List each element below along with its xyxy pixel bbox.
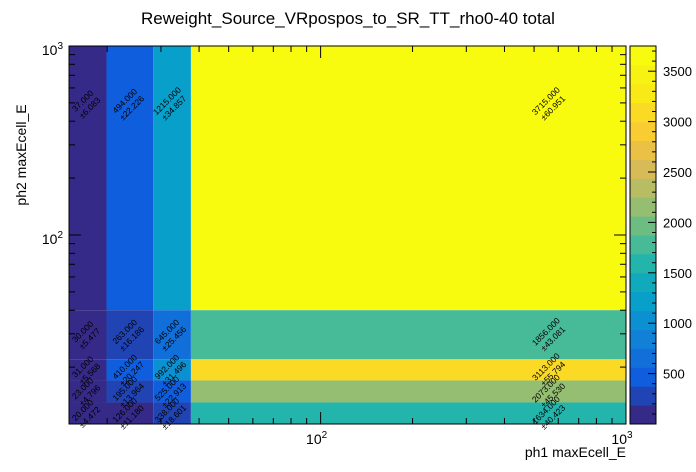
heatmap-cell xyxy=(190,359,627,381)
colorbar-band xyxy=(630,159,656,179)
y-tick-label-exponent: 2 xyxy=(57,230,63,241)
x-tick-label-base: 10 xyxy=(306,431,322,447)
heatmap-cells xyxy=(69,46,627,424)
colorbar-band xyxy=(630,46,656,66)
y-tick-label-base: 10 xyxy=(42,42,58,58)
x-tick-label: 102 xyxy=(306,430,328,447)
heatmap-cell xyxy=(69,359,107,381)
y-tick-label: 102 xyxy=(42,230,64,247)
colorbar-band xyxy=(630,348,656,368)
colorbar-tick-label: 3000 xyxy=(663,115,692,130)
heatmap-cell xyxy=(106,359,154,381)
x-tick-label-exponent: 3 xyxy=(627,430,633,441)
colorbar-band xyxy=(630,178,656,198)
colorbar-tick-label: 1500 xyxy=(663,266,692,281)
heatmap-cell xyxy=(153,359,191,381)
heatmap-cell xyxy=(69,310,107,360)
x-tick-label-base: 10 xyxy=(611,431,627,447)
colorbar-frame xyxy=(629,45,657,425)
heatmap-cell xyxy=(69,402,107,424)
heatmap-cell xyxy=(106,402,154,424)
colorbar-band xyxy=(630,197,656,217)
heatmap-cell xyxy=(190,46,627,311)
heatmap-cell xyxy=(190,310,627,360)
heatmap-cell xyxy=(106,46,154,311)
heatmap-cell xyxy=(153,310,191,360)
heatmap-cell xyxy=(190,380,627,403)
colorbar-band xyxy=(630,253,656,274)
x-tick-label-exponent: 2 xyxy=(322,430,328,441)
colorbar-tick-label: 3500 xyxy=(663,64,692,79)
colorbar-tick-label: 500 xyxy=(663,367,685,382)
colorbar-band xyxy=(630,329,656,349)
heatmap-cell xyxy=(153,380,191,403)
colorbar-band xyxy=(630,140,656,160)
colorbar-tick-label: 2500 xyxy=(663,165,692,180)
colorbar-tick-label: 1000 xyxy=(663,316,692,331)
y-tick-label: 103 xyxy=(42,41,64,58)
y-axis-label: ph2 maxEcell_E xyxy=(13,104,29,205)
colorbar-band xyxy=(630,367,656,387)
colorbar-band xyxy=(630,310,656,330)
colorbar-band xyxy=(630,121,656,141)
heatmap-cell xyxy=(153,46,191,311)
colorbar-band xyxy=(630,386,656,406)
heatmap-cell xyxy=(106,310,154,360)
heatmap-cell xyxy=(153,402,191,424)
chart-title: Reweight_Source_VRpospos_to_SR_TT_rho0-4… xyxy=(141,9,555,28)
colorbar-band xyxy=(630,64,656,85)
heatmap-cell xyxy=(69,380,107,403)
colorbar-band xyxy=(630,235,656,255)
y-tick-label-exponent: 3 xyxy=(57,41,63,52)
heatmap-cell xyxy=(69,46,107,311)
colorbar-tick-label: 2000 xyxy=(663,215,692,230)
y-tick-label-base: 10 xyxy=(42,231,58,247)
x-axis-label: ph1 maxEcell_E xyxy=(525,444,626,460)
colorbar: 500 1000 1500 2000 2500 3000 3500 xyxy=(629,45,692,425)
colorbar-band xyxy=(630,405,656,425)
colorbar-band xyxy=(630,291,656,312)
colorbar-band xyxy=(630,216,656,236)
x-tick-label: 103 xyxy=(611,430,633,447)
colorbar-band xyxy=(630,272,656,293)
colorbar-band xyxy=(630,83,656,104)
heatmap-cell xyxy=(190,402,627,424)
heatmap-cell xyxy=(106,380,154,403)
colorbar-band xyxy=(630,102,656,123)
